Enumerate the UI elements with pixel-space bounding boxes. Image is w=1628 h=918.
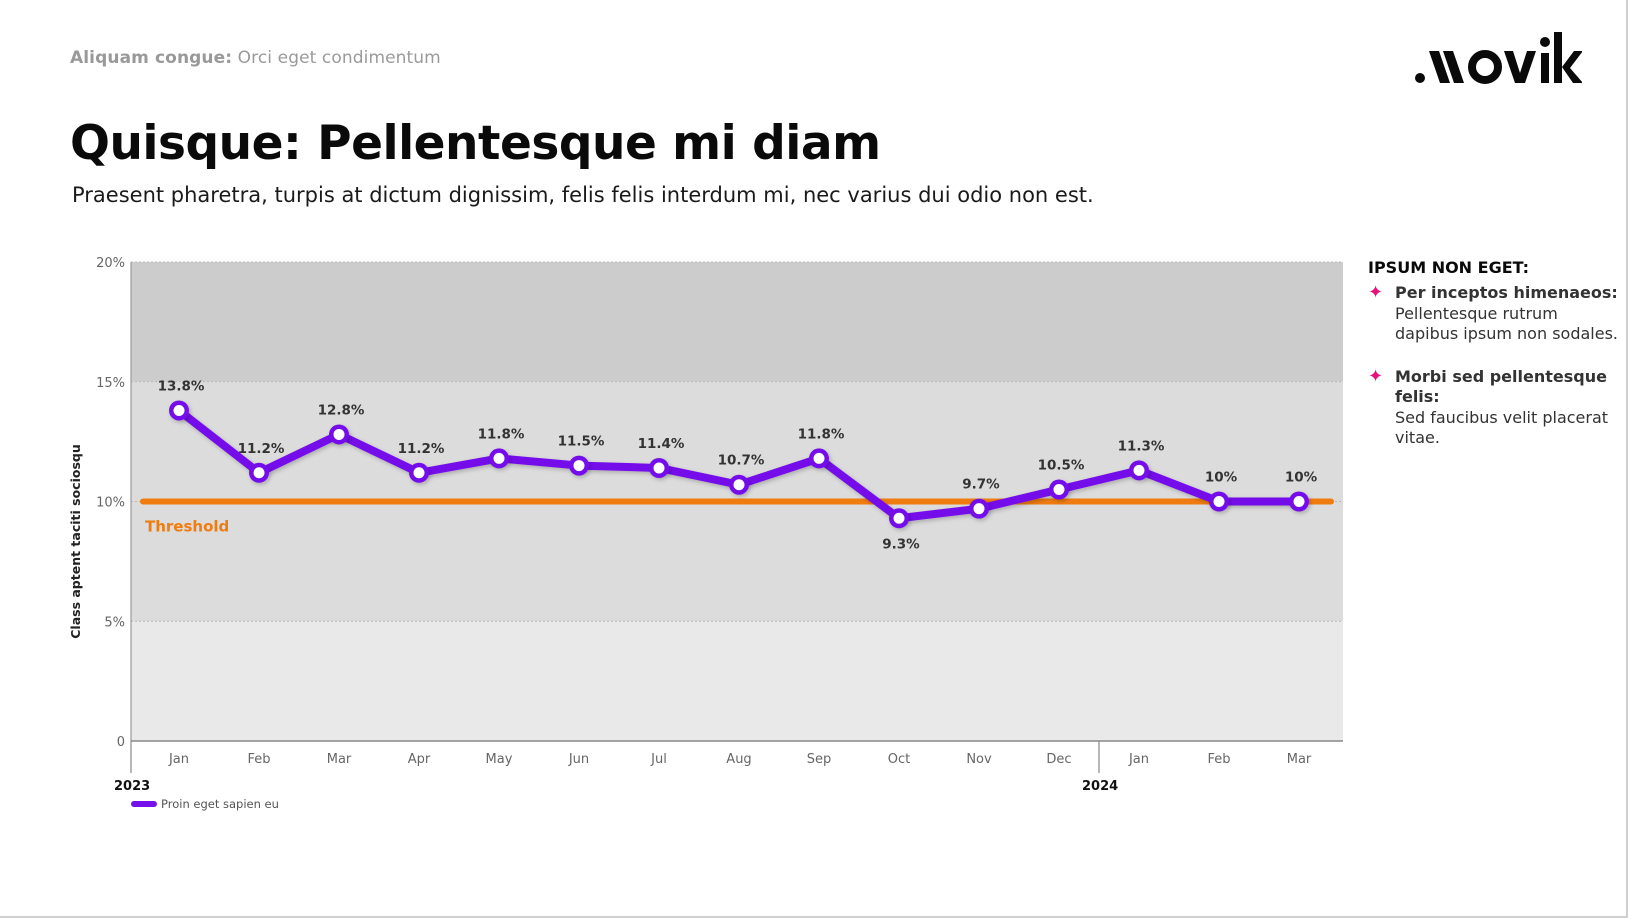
data-label: 11.8% [478, 426, 525, 442]
x-tick-label: Jan [1128, 752, 1149, 767]
data-label: 10.7% [718, 453, 765, 469]
y-tick-label: 0 [117, 735, 125, 750]
background-band [131, 621, 1343, 741]
data-point-center [333, 428, 345, 440]
page-title: Quisque: Pellentesque mi diam [70, 116, 881, 171]
legend-label: Proin eget sapien eu [161, 797, 279, 811]
data-label: 9.7% [962, 477, 1000, 493]
x-tick-label: Aug [726, 752, 751, 767]
logo-m [1429, 51, 1464, 83]
y-tick-label: 5% [104, 615, 125, 630]
legend: Proin eget sapien eu [131, 797, 279, 811]
key-point-heading: Morbi sed pellentesque felis: [1395, 366, 1607, 407]
data-point-center [1213, 496, 1225, 507]
y-tick-label: 10% [96, 496, 125, 511]
logo-o [1468, 50, 1502, 84]
key-point-text: Pellentesque rutrum dapibus ipsum non so… [1395, 303, 1618, 344]
logo-i [1541, 53, 1549, 83]
data-label: 11.2% [238, 441, 285, 457]
data-point-center [1133, 464, 1145, 476]
data-label: 10% [1205, 470, 1238, 486]
y-tick-label: 20% [96, 256, 125, 271]
logo-k-arm [1562, 51, 1582, 83]
key-point: ✦ Per inceptos himenaeos: Pellentesque r… [1368, 283, 1618, 345]
data-label: 11.8% [798, 426, 845, 442]
key-point-text: Sed faucibus velit placerat vitae. [1395, 407, 1609, 448]
data-label: 11.4% [638, 436, 685, 452]
data-point-center [813, 452, 825, 464]
x-tick-label: Jan [168, 752, 189, 767]
logo-k-stem [1554, 32, 1562, 83]
data-label: 11.2% [398, 441, 445, 457]
data-label: 12.8% [318, 402, 365, 418]
data-point-center [413, 467, 425, 479]
data-label: 13.8% [158, 378, 205, 394]
x-tick-label: Nov [966, 752, 992, 767]
data-point-center [173, 404, 185, 416]
x-tick-label: May [486, 752, 513, 767]
logo-v [1504, 51, 1536, 83]
data-label: 9.3% [882, 536, 920, 552]
year-label: 2023 [114, 779, 150, 794]
data-point-center [1293, 496, 1305, 507]
four-point-star-icon: ✦ [1368, 365, 1384, 387]
eyebrow-bold: Aliquam congue: [70, 48, 233, 68]
data-point-center [253, 467, 265, 479]
x-tick-label: Jun [568, 752, 589, 767]
y-tick-label: 15% [96, 376, 125, 391]
data-point-center [493, 452, 505, 464]
page-subtitle: Praesent pharetra, turpis at dictum dign… [72, 183, 1094, 207]
x-tick-label: Jul [650, 752, 667, 767]
y-axis-label: Class aptent taciti sociosqu [68, 444, 83, 639]
key-point: ✦ Morbi sed pellentesque felis: Sed fauc… [1368, 367, 1618, 449]
x-tick-label: Mar [1287, 752, 1312, 767]
x-tick-label: Oct [888, 752, 910, 767]
x-tick-label: Feb [247, 752, 270, 767]
key-points-title: IPSUM NON EGET: [1368, 258, 1530, 277]
x-tick-label: Sep [807, 752, 832, 767]
logo-i-dot [1540, 37, 1550, 47]
data-point-center [893, 512, 905, 524]
brand-logo [1415, 32, 1582, 84]
data-point-center [973, 503, 985, 515]
year-label: 2024 [1082, 779, 1118, 794]
data-label: 11.5% [558, 434, 605, 450]
logo-dot [1415, 73, 1425, 83]
x-tick-label: Apr [408, 752, 431, 767]
data-point-center [1053, 484, 1065, 496]
eyebrow-text: Orci eget condimentum [232, 48, 441, 68]
data-point-center [653, 462, 665, 474]
four-point-star-icon: ✦ [1368, 282, 1384, 303]
data-label: 10.5% [1038, 458, 1085, 474]
background-band [131, 262, 1343, 382]
threshold-label: Threshold [145, 518, 229, 536]
data-point-center [573, 460, 585, 472]
x-tick-label: Mar [327, 752, 352, 767]
key-point-heading: Per inceptos himenaeos: [1395, 283, 1618, 302]
data-label: 10% [1285, 470, 1318, 486]
eyebrow: Aliquam congue: Orci eget condimentum [70, 48, 441, 68]
key-points-panel: IPSUM NON EGET: ✦ Per inceptos himenaeos… [1368, 258, 1618, 471]
data-point-center [733, 479, 745, 491]
x-tick-label: Dec [1046, 752, 1071, 767]
x-tick-label: Feb [1207, 752, 1230, 767]
data-label: 11.3% [1118, 438, 1165, 454]
